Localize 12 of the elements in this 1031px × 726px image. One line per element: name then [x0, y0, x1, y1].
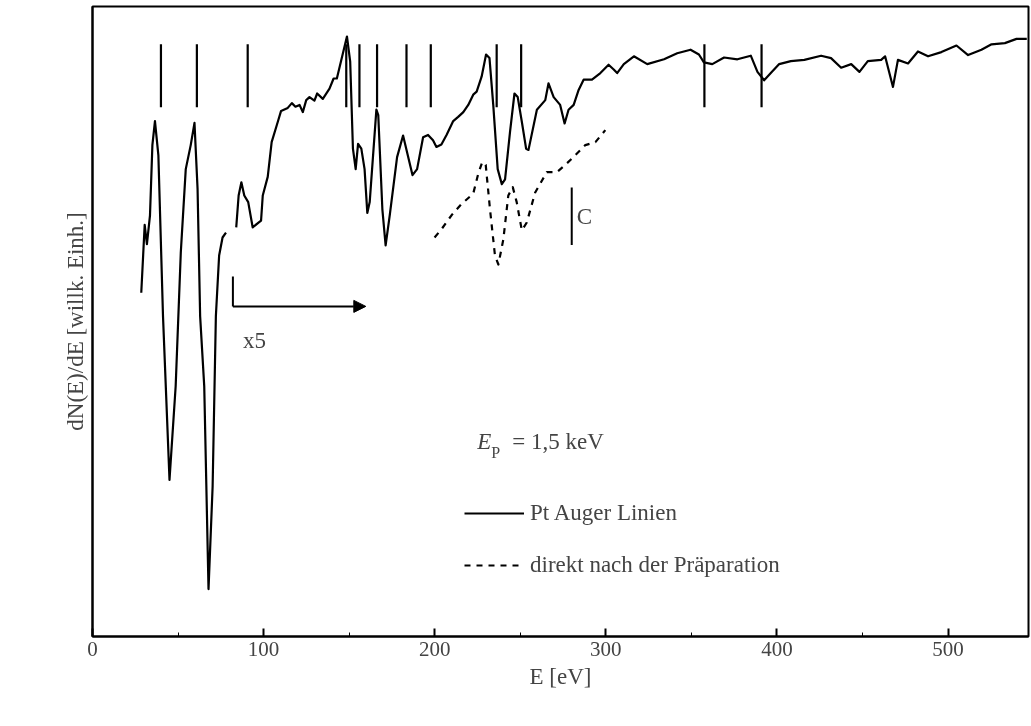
legend-label: direkt nach der Präparation [530, 552, 780, 578]
y-axis-title: dN(E)/dE [willk. Einh.] [62, 212, 88, 431]
x-tick-label: 0 [87, 636, 98, 661]
x-axis-title: E [eV] [529, 663, 592, 689]
x-tick-label: 200 [418, 636, 451, 661]
annotation: C [576, 203, 593, 229]
annotation: x5 [242, 328, 266, 354]
x-tick-label: 500 [932, 636, 964, 661]
legend-label: Pt Auger Linien [530, 500, 677, 526]
x-tick-label: 400 [761, 636, 793, 661]
x-tick-label: 300 [590, 636, 622, 661]
x-tick-label: 100 [247, 636, 280, 661]
